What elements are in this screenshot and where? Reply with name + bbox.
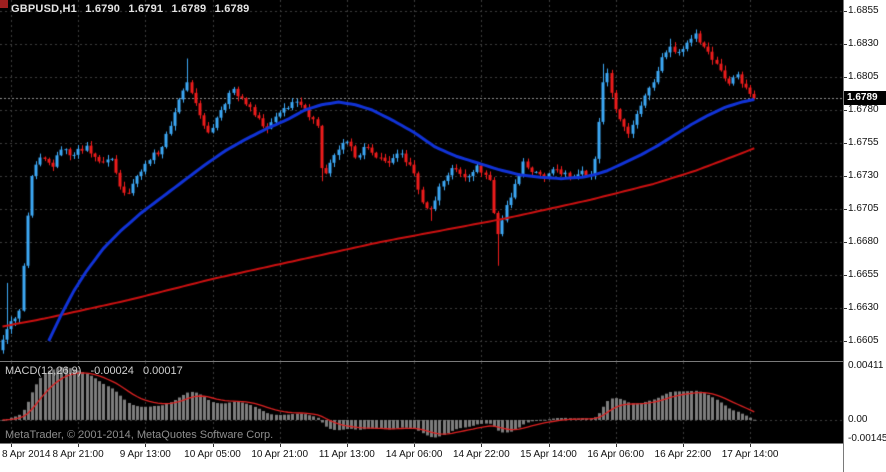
price-axis-label: 1.6680: [848, 236, 879, 247]
price-axis-tick: [844, 341, 847, 342]
price-axis-label: 1.6830: [848, 38, 879, 49]
time-axis-tick: [11, 444, 12, 447]
time-axis-tick: [347, 444, 348, 447]
price-axis-tick: [844, 308, 847, 309]
time-axis-label: 11 Apr 13:00: [318, 449, 375, 460]
time-axis-tick: [145, 444, 146, 447]
time-axis-tick: [683, 444, 684, 447]
current-price-tag: 1.6789: [844, 91, 886, 106]
price-axis-label: 1.6655: [848, 269, 879, 280]
macd-signal-value: 0.00017: [142, 365, 183, 377]
macd-indicator-header: MACD(12,26,9) -0.00024 0.00017: [5, 365, 189, 377]
quote-low: 1.6789: [171, 3, 207, 15]
macd-main-value: -0.00024: [90, 365, 134, 377]
quote-high: 1.6791: [128, 3, 164, 15]
time-axis-label: 9 Apr 13:00: [119, 449, 171, 460]
macd-indicator-name: MACD(12,26,9): [5, 365, 82, 377]
time-axis-tick: [280, 444, 281, 447]
price-axis-label: 1.6630: [848, 302, 879, 313]
chart-quote-overlay: GBPUSD,H1 1.6790 1.6791 1.6789 1.6789: [11, 3, 254, 15]
price-axis-tick: [844, 242, 847, 243]
macd-axis-label: -0.00145: [848, 433, 886, 444]
time-axis-label: 14 Apr 22:00: [452, 449, 510, 460]
price-axis-tick: [844, 176, 847, 177]
quote-close: 1.6789: [214, 3, 250, 15]
price-axis[interactable]: 1.6789 1.6855 1.6830 1.6805 1.6780 1.6755 1.6…: [843, 0, 886, 472]
price-axis-label: 1.6605: [848, 335, 879, 346]
panel-separator: [0, 361, 843, 362]
time-axis-tick: [616, 444, 617, 447]
time-axis-tick: [750, 444, 751, 447]
time-axis-label: 17 Apr 14:00: [721, 449, 779, 460]
copyright-text: MetaTrader, © 2001-2014, MetaQuotes Soft…: [5, 429, 274, 441]
time-axis-label: 15 Apr 14:00: [520, 449, 577, 460]
time-axis-label: 10 Apr 21:00: [251, 449, 309, 460]
time-axis-label: 16 Apr 06:00: [587, 449, 645, 460]
symbol-timeframe-label: GBPUSD,H1: [11, 3, 77, 15]
time-axis-tick: [78, 444, 79, 447]
price-axis-tick: [844, 11, 847, 12]
price-axis-label: 1.6755: [848, 137, 879, 148]
price-axis-label: 1.6730: [848, 170, 879, 181]
macd-axis-label: 0.00: [848, 413, 868, 425]
price-axis-tick: [844, 110, 847, 111]
macd-axis-label: 0.00411: [848, 360, 884, 371]
time-axis-tick: [414, 444, 415, 447]
time-axis-tick: [549, 444, 550, 447]
time-axis-tick: [213, 444, 214, 447]
time-axis-tick: [481, 444, 482, 447]
price-axis-tick: [844, 209, 847, 210]
price-axis-label: 1.6805: [848, 71, 879, 82]
price-axis-tick: [844, 143, 847, 144]
price-axis-tick: [844, 275, 847, 276]
price-axis-label: 1.6855: [848, 5, 879, 16]
time-axis-label: 8 Apr 21:00: [52, 449, 104, 460]
price-axis-label: 1.6705: [848, 203, 879, 214]
quote-open: 1.6790: [85, 3, 121, 15]
price-chart-canvas[interactable]: [0, 0, 843, 362]
time-axis[interactable]: 8 Apr 2014 8 Apr 21:00 9 Apr 13:00 10 Apr 0…: [0, 443, 843, 472]
macd-indicator-canvas[interactable]: [0, 362, 843, 443]
time-axis-label: 8 Apr 2014: [2, 449, 51, 460]
price-axis-tick: [844, 77, 847, 78]
window-corner-marker: [0, 0, 8, 8]
price-axis-label: 1.6780: [848, 104, 879, 115]
time-axis-label: 10 Apr 05:00: [184, 449, 241, 460]
price-axis-tick: [844, 44, 847, 45]
time-axis-label: 14 Apr 06:00: [385, 449, 443, 460]
time-axis-label: 16 Apr 22:00: [654, 449, 712, 460]
